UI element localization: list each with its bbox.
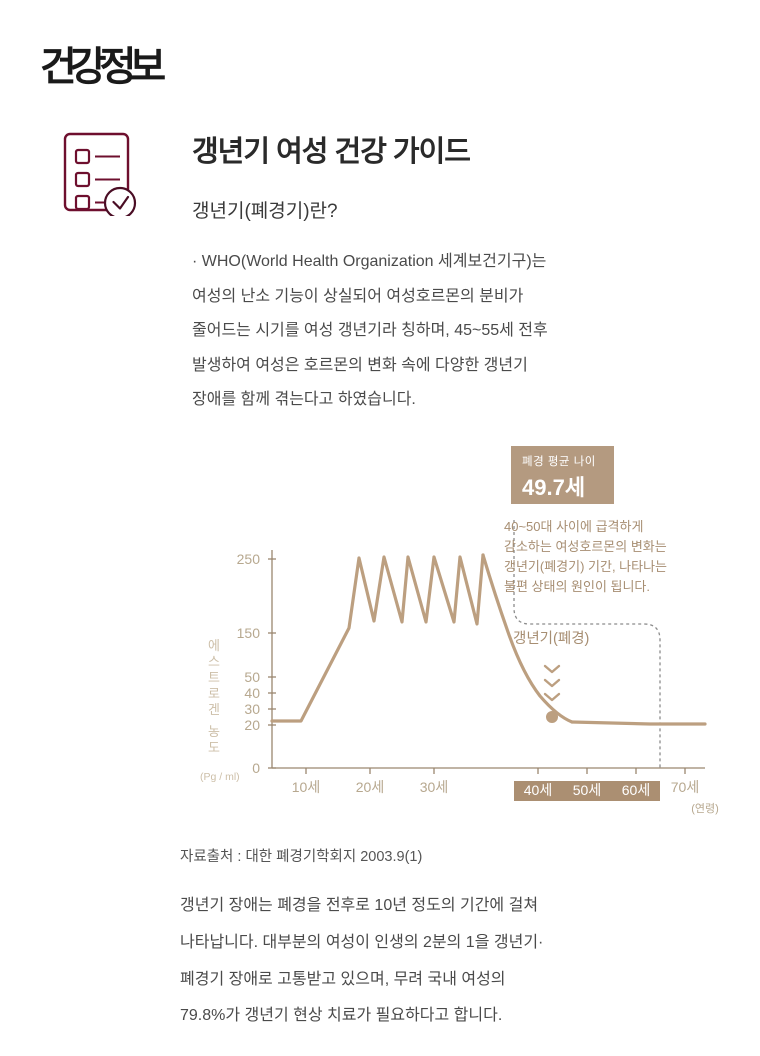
svg-text:40세: 40세 [524,782,552,798]
svg-text:0: 0 [252,760,260,776]
svg-text:20세: 20세 [356,779,384,795]
svg-text:농: 농 [208,724,220,739]
svg-text:10세: 10세 [292,779,320,795]
svg-text:도: 도 [208,740,220,755]
svg-text:20: 20 [244,717,260,733]
svg-text:50: 50 [244,669,260,685]
svg-text:60세: 60세 [622,782,650,798]
svg-text:30: 30 [244,701,260,717]
svg-text:(Pg / ml): (Pg / ml) [200,771,240,783]
svg-text:에: 에 [208,638,220,653]
svg-text:트: 트 [208,670,220,685]
svg-text:50세: 50세 [573,782,601,798]
svg-text:30세: 30세 [420,779,448,795]
svg-text:로: 로 [208,686,220,701]
svg-text:40: 40 [244,685,260,701]
svg-text:겐: 겐 [208,702,220,717]
svg-text:갱년기(폐경): 갱년기(폐경) [513,630,589,647]
svg-text:(연령): (연령) [691,802,719,815]
svg-text:150: 150 [237,625,261,641]
svg-text:250: 250 [237,551,261,567]
svg-text:스: 스 [208,654,220,669]
svg-text:70세: 70세 [671,779,699,795]
